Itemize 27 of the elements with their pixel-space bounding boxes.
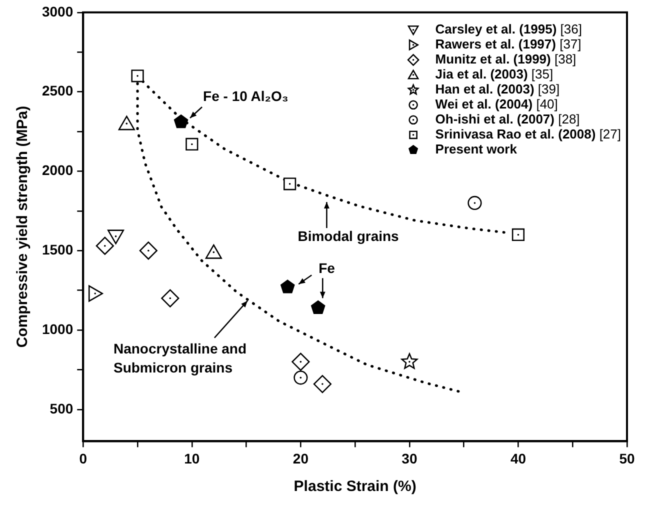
x-tick-label: 40 [510,450,526,466]
y-tick-label: 2000 [42,162,74,178]
legend-label: Present work [435,141,518,156]
legend-label: Jia et al. (2003) [35] [435,66,554,82]
y-axis-title: Compressive yield strength (MPa) [14,106,32,348]
annotation: Fe - 10 Al₂O₃ [203,88,288,104]
y-tick-label: 3000 [42,3,74,20]
x-axis-title: Plastic Strain (%) [294,478,416,496]
x-tick-label: 30 [402,450,418,466]
legend-label: Carsley et al. (1995) [36] [435,21,582,36]
legend-label: Han et al. (2003) [39] [435,81,560,96]
annotation: Nanocrystalline and Submicron grains [113,340,247,376]
legend-label: Wei et al. (2004) [40] [435,96,558,112]
x-tick-label: 0 [79,450,88,466]
annotation: Bimodal grains [298,228,400,244]
legend-label: Oh-ishi et al. (2007) [28] [435,111,580,126]
x-tick-label: 50 [619,450,635,466]
x-tick-label: 20 [292,450,309,466]
legend-label: Srinivasa Rao et al. (2008) [27] [435,126,621,142]
x-tick-label: 10 [184,450,200,466]
y-tick-label: 500 [50,400,74,416]
legend-label: Munitz et al. (1999) [38] [435,51,576,66]
y-tick-label: 2500 [42,82,74,99]
legend-label: Rawers et al. (1997) [37] [435,36,582,52]
y-tick-label: 1500 [42,241,74,258]
y-tick-label: 1000 [42,320,74,337]
annotation: Fe [318,260,336,276]
